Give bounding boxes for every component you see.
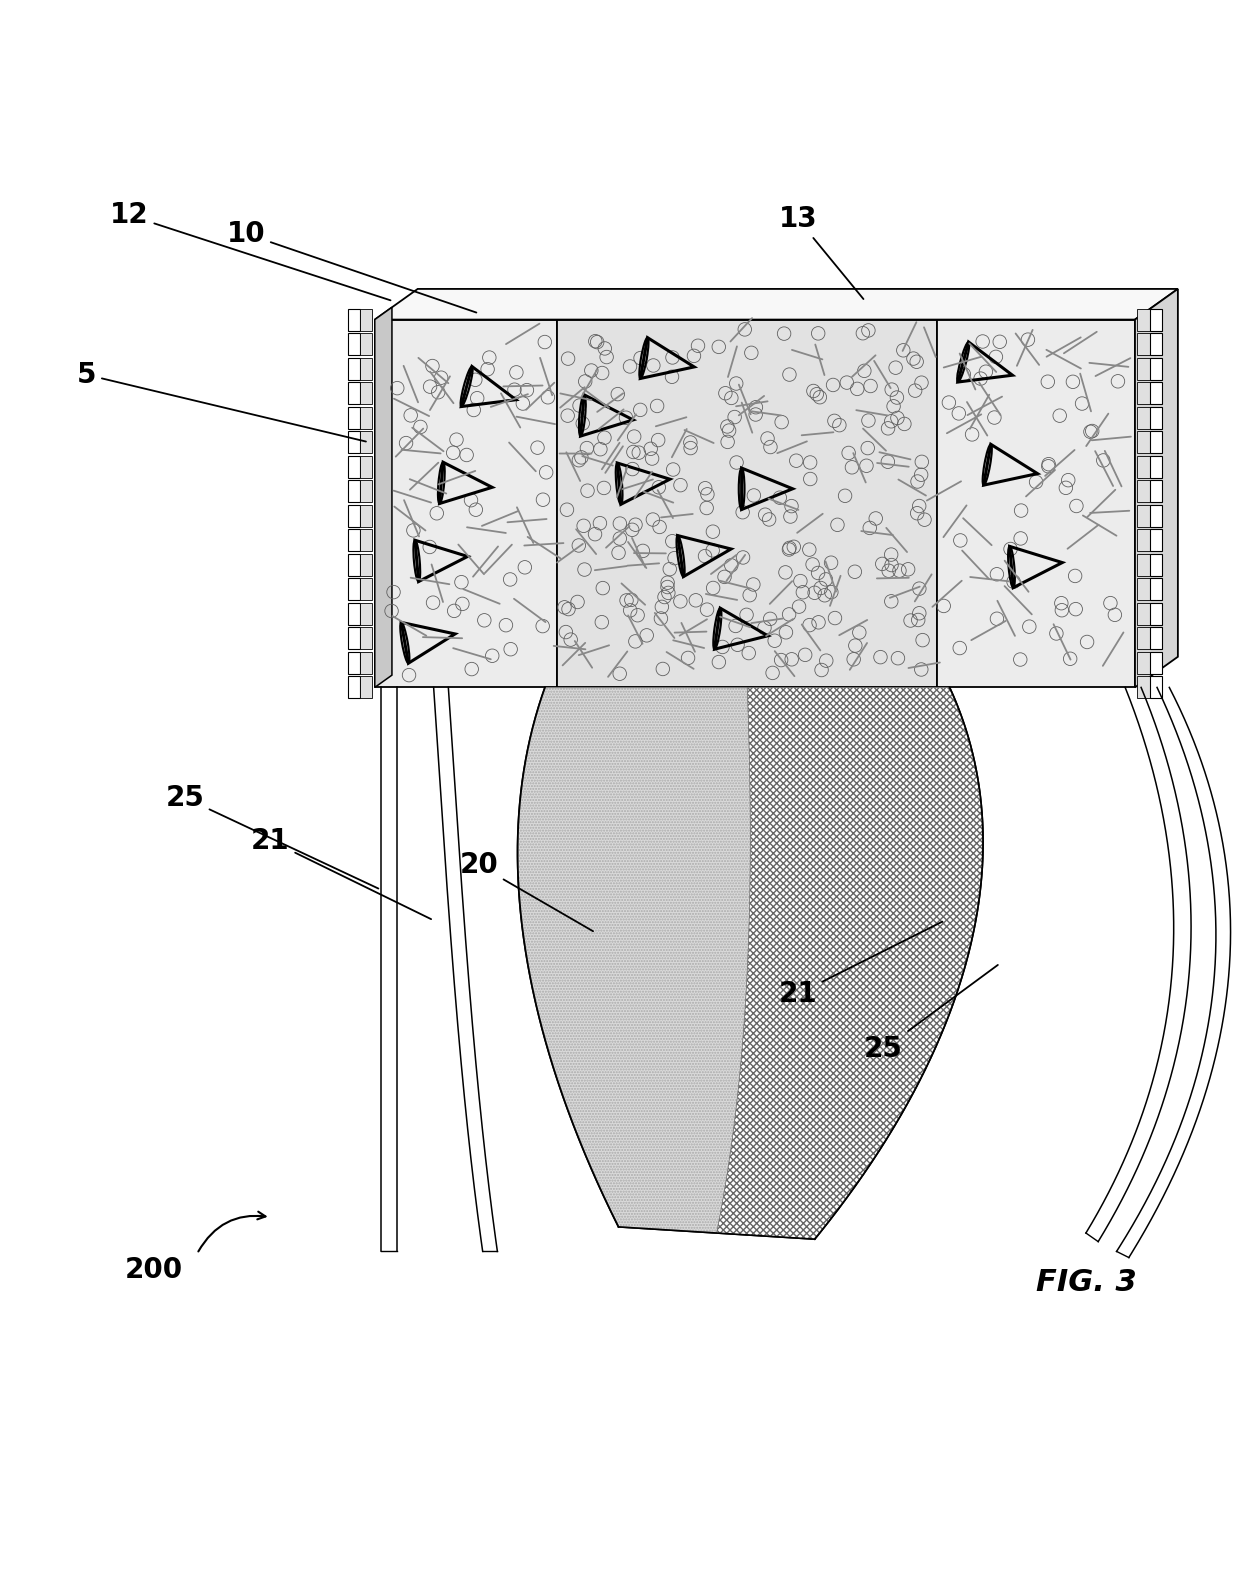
Bar: [360, 529, 372, 551]
Text: 25: 25: [864, 965, 998, 1064]
Bar: [360, 504, 372, 526]
Bar: [360, 652, 372, 674]
Polygon shape: [374, 308, 392, 688]
Bar: [1137, 430, 1149, 452]
Polygon shape: [517, 688, 983, 1240]
Bar: [1137, 358, 1149, 380]
Bar: [347, 504, 360, 526]
Bar: [360, 603, 372, 625]
Bar: [1149, 430, 1162, 452]
Bar: [347, 652, 360, 674]
Bar: [1149, 382, 1162, 404]
Text: 10: 10: [227, 220, 476, 313]
Text: FIG. 3: FIG. 3: [1035, 1268, 1136, 1296]
Bar: [1137, 529, 1149, 551]
Text: 12: 12: [110, 201, 391, 300]
Bar: [1137, 407, 1149, 429]
Bar: [360, 333, 372, 355]
Bar: [1149, 407, 1162, 429]
Bar: [1149, 481, 1162, 503]
Text: 25: 25: [165, 784, 378, 889]
Bar: [1137, 677, 1149, 699]
Bar: [360, 358, 372, 380]
Bar: [1149, 578, 1162, 600]
Bar: [1149, 652, 1162, 674]
Text: 5: 5: [77, 361, 366, 441]
Bar: [347, 603, 360, 625]
Bar: [347, 308, 360, 330]
Bar: [1137, 578, 1149, 600]
FancyArrowPatch shape: [198, 1211, 265, 1252]
Bar: [347, 481, 360, 503]
Polygon shape: [374, 289, 1178, 319]
Bar: [347, 553, 360, 577]
Bar: [347, 333, 360, 355]
Bar: [360, 456, 372, 478]
Bar: [360, 308, 372, 330]
Bar: [1149, 529, 1162, 551]
Bar: [360, 430, 372, 452]
Bar: [1137, 553, 1149, 577]
Bar: [347, 456, 360, 478]
Bar: [347, 529, 360, 551]
Text: 200: 200: [125, 1255, 184, 1284]
Bar: [360, 407, 372, 429]
Bar: [1149, 308, 1162, 330]
Text: 13: 13: [779, 206, 863, 298]
Bar: [360, 627, 372, 649]
Bar: [347, 430, 360, 452]
Bar: [1149, 504, 1162, 526]
Bar: [347, 677, 360, 699]
Bar: [347, 407, 360, 429]
Polygon shape: [374, 319, 557, 688]
Bar: [360, 553, 372, 577]
Bar: [1137, 333, 1149, 355]
Bar: [347, 382, 360, 404]
Bar: [1149, 553, 1162, 577]
Bar: [347, 358, 360, 380]
Polygon shape: [557, 319, 937, 688]
Bar: [1137, 308, 1149, 330]
Polygon shape: [937, 319, 1135, 688]
Bar: [1137, 382, 1149, 404]
Bar: [1149, 627, 1162, 649]
Bar: [1149, 677, 1162, 699]
Bar: [360, 677, 372, 699]
Bar: [1137, 456, 1149, 478]
Bar: [1149, 603, 1162, 625]
Text: 21: 21: [252, 826, 432, 919]
Bar: [347, 627, 360, 649]
Bar: [1149, 358, 1162, 380]
Bar: [1149, 333, 1162, 355]
Bar: [1137, 603, 1149, 625]
Bar: [360, 578, 372, 600]
Bar: [360, 382, 372, 404]
Polygon shape: [517, 688, 750, 1233]
Bar: [1137, 627, 1149, 649]
Bar: [1149, 456, 1162, 478]
Polygon shape: [717, 688, 983, 1240]
Bar: [1137, 504, 1149, 526]
Text: 20: 20: [460, 851, 593, 932]
Text: 21: 21: [779, 922, 942, 1009]
Bar: [360, 481, 372, 503]
Bar: [1137, 652, 1149, 674]
Bar: [347, 578, 360, 600]
Polygon shape: [1135, 289, 1178, 688]
Bar: [1137, 481, 1149, 503]
